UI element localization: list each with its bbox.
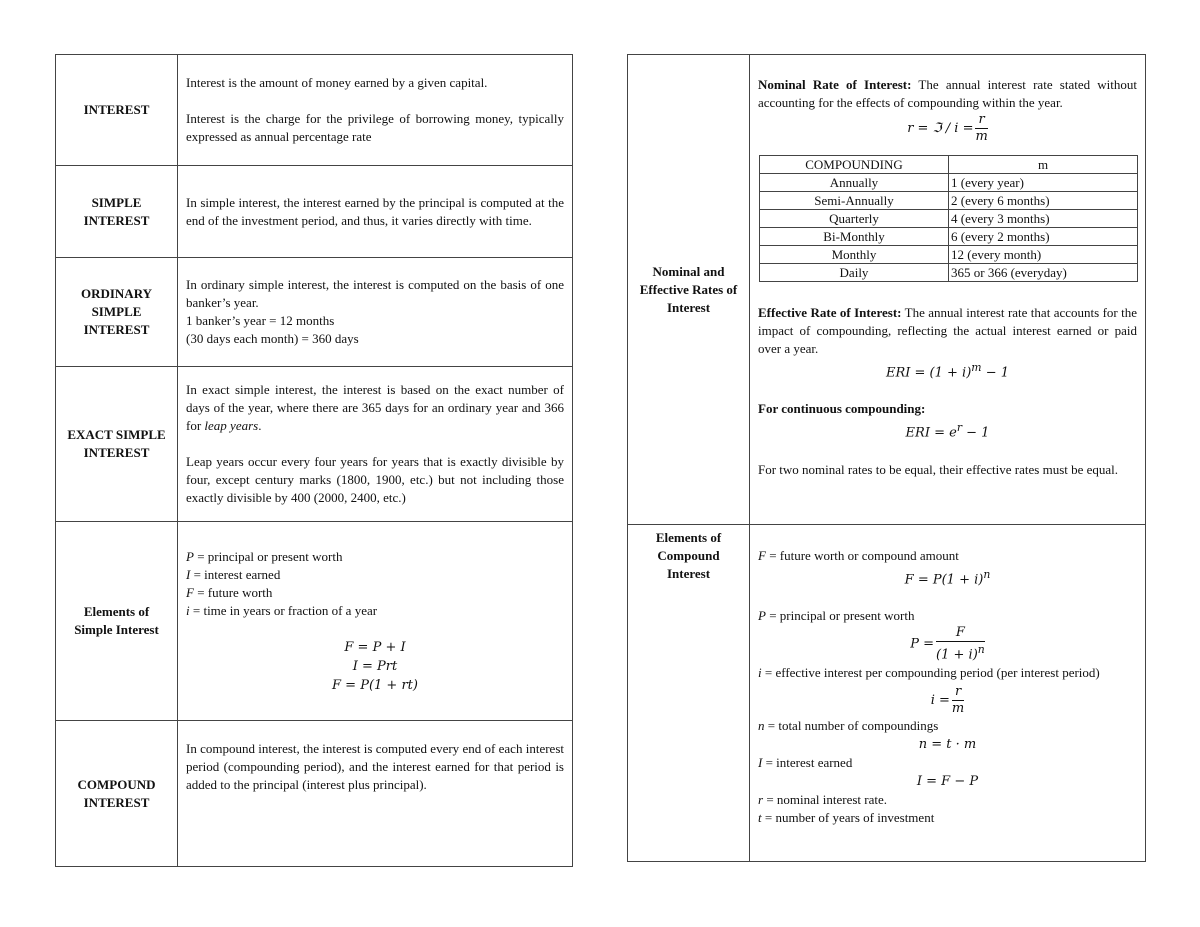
row-label: Elements of Compound Interest: [627, 524, 750, 862]
effective-formula: ERI = (1 + i)m − 1: [885, 361, 1010, 381]
formula-F: F = P(1 + i)n: [904, 568, 991, 588]
formula-P: P = F (1 + i)n: [910, 625, 985, 663]
formula: I = Prt: [352, 658, 398, 674]
compounding-row: Monthly 12 (every month): [759, 245, 1138, 264]
def-t: t = number of years of investment: [758, 809, 935, 825]
row-interest: INTEREST Interest is the amount of money…: [55, 54, 573, 166]
row-label: EXACT SIMPLE INTEREST: [55, 366, 178, 522]
paragraph: Leap years occur every four years for ye…: [186, 454, 564, 505]
compounding-type: Annually: [759, 173, 949, 192]
paragraph: Interest is the amount of money earned b…: [186, 75, 488, 90]
m-value: 6 (every 2 months): [948, 227, 1138, 246]
line: 1 banker’s year = 12 months: [186, 313, 335, 328]
row-compound-interest: COMPOUND INTEREST In compound interest, …: [55, 720, 573, 867]
nominal-formula: r = ℑ / i = r m: [907, 112, 988, 144]
paragraph: In exact simple interest, the interest i…: [186, 382, 564, 433]
row-label: Nominal and Effective Rates of Interest: [627, 54, 750, 525]
row-nominal-effective: Nominal and Effective Rates of Interest …: [627, 54, 1146, 525]
left-definitions-table: INTEREST Interest is the amount of money…: [55, 54, 573, 867]
compounding-row: Quarterly 4 (every 3 months): [759, 209, 1138, 228]
m-value: 365 or 366 (everyday): [948, 263, 1138, 282]
compounding-type: Bi-Monthly: [759, 227, 949, 246]
formula-i: i = r m: [930, 683, 965, 716]
def-n: n = total number of compoundings: [758, 717, 939, 733]
compounding-row: Annually 1 (every year): [759, 173, 1138, 192]
definition: P = principal or present worth: [186, 548, 343, 564]
def-I: I = interest earned: [758, 754, 853, 770]
row-label: ORDINARY SIMPLE INTEREST: [55, 257, 178, 367]
paragraph: In simple interest, the interest earned …: [186, 194, 564, 228]
m-value: 1 (every year): [948, 173, 1138, 192]
formula-I: I = F − P: [916, 773, 979, 789]
def-r: r = nominal interest rate.: [758, 791, 887, 807]
equal-rates-note: For two nominal rates to be equal, their…: [758, 461, 1119, 477]
compounding-table: COMPOUNDING m Annually 1 (every year) Semi-…: [759, 155, 1138, 282]
formula: F = P(1 + rt): [332, 677, 418, 693]
definition: i = time in years or fraction of a year: [186, 602, 378, 618]
line: (30 days each month) = 360 days: [186, 331, 359, 346]
compounding-row: Bi-Monthly 6 (every 2 months): [759, 227, 1138, 246]
paragraph: In ordinary simple interest, the interes…: [186, 277, 564, 310]
row-elements-compound: Elements of Compound Interest F = future…: [627, 524, 1146, 862]
row-exact-simple-interest: EXACT SIMPLE INTEREST In exact simple in…: [55, 366, 573, 522]
def-P: P = principal or present worth: [758, 608, 915, 624]
row-label: Elements of Simple Interest: [55, 521, 178, 721]
compounding-type: Quarterly: [759, 209, 949, 228]
continuous-title: For continuous compounding:: [758, 401, 926, 417]
compounding-type: Daily: [759, 263, 949, 282]
paragraph: Interest is the charge for the privilege…: [186, 111, 564, 144]
def-i: i = effective interest per compounding p…: [758, 664, 1100, 680]
m-value: 2 (every 6 months): [948, 191, 1138, 210]
compounding-type: Monthly: [759, 245, 949, 264]
row-ordinary-simple-interest: ORDINARY SIMPLE INTEREST In ordinary sim…: [55, 257, 573, 367]
def-F: F = future worth or compound amount: [758, 548, 959, 563]
nominal-paragraph: Nominal Rate of Interest: The annual int…: [758, 77, 1138, 110]
row-label: INTEREST: [55, 54, 178, 166]
paragraph: In compound interest, the interest is co…: [186, 741, 564, 792]
row-label: COMPOUND INTEREST: [55, 720, 178, 867]
compounding-type: Semi-Annually: [759, 191, 949, 210]
row-simple-interest: SIMPLE INTEREST In simple interest, the …: [55, 165, 573, 258]
table-header-row: COMPOUNDING m: [759, 155, 1138, 174]
m-value: 4 (every 3 months): [948, 209, 1138, 228]
row-elements-simple-interest: Elements of Simple Interest P = principa…: [55, 521, 573, 721]
compounding-row: Daily 365 or 366 (everyday): [759, 263, 1138, 282]
formula: F = P + I: [344, 639, 406, 655]
compounding-row: Semi-Annually 2 (every 6 months): [759, 191, 1138, 210]
definition: I = interest earned: [186, 566, 281, 582]
m-value: 12 (every month): [948, 245, 1138, 264]
row-label: SIMPLE INTEREST: [55, 165, 178, 258]
formula-n: n = t · m: [918, 736, 977, 752]
effective-paragraph: Effective Rate of Interest: The annual i…: [758, 305, 1137, 356]
right-definitions-table: Nominal and Effective Rates of Interest …: [627, 54, 1146, 862]
continuous-formula: ERI = er − 1: [905, 421, 990, 441]
definition: F = future worth: [186, 584, 273, 600]
